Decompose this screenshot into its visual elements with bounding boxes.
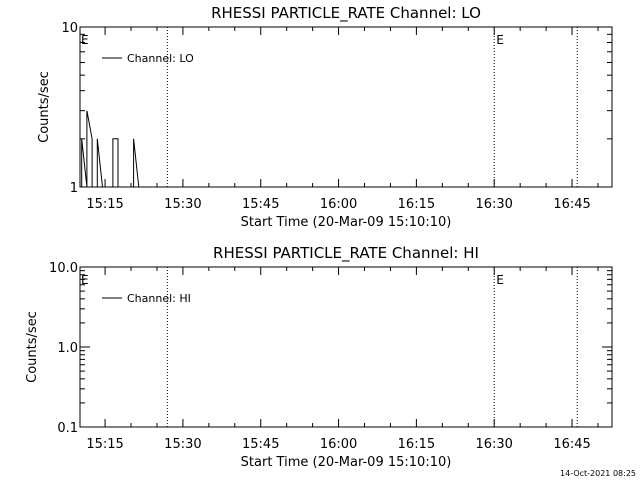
y-axis-label: Counts/sec: [37, 71, 52, 143]
x-tick-label: 16:30: [475, 197, 512, 212]
x-axis-label: Start Time (20-Mar-09 15:10:10): [241, 215, 452, 230]
x-tick-label: 16:15: [398, 437, 435, 452]
y-tick-label: 10.0: [49, 261, 78, 276]
chart-title: RHESSI PARTICLE_RATE Channel: HI: [213, 244, 479, 263]
x-tick-label: 16:15: [398, 197, 435, 212]
start-marker-label: E: [81, 273, 89, 287]
x-tick-label: 15:15: [86, 197, 123, 212]
y-tick-label: 1.0: [57, 341, 78, 356]
chart-panel-0: RHESSI PARTICLE_RATE Channel: LO 15:15 15:…: [37, 4, 613, 230]
x-tick-label: 16:30: [475, 437, 512, 452]
x-tick-label: 16:45: [553, 437, 590, 452]
y-tick-label: 10: [61, 21, 78, 36]
event-marker-label: E: [496, 33, 504, 47]
legend-label: Channel: LO: [127, 52, 194, 65]
y-tick-label: 1: [70, 181, 78, 196]
x-tick-label: 16:00: [320, 437, 357, 452]
x-axis-label: Start Time (20-Mar-09 15:10:10): [241, 455, 452, 470]
plot-frame: [79, 266, 613, 428]
start-marker-label: E: [81, 33, 89, 47]
legend-label: Channel: HI: [127, 292, 191, 305]
chart-panel-1: RHESSI PARTICLE_RATE Channel: HI 15:15 15:…: [25, 244, 613, 470]
x-tick-label: 15:30: [164, 197, 201, 212]
x-tick-label: 16:00: [320, 197, 357, 212]
x-tick-label: 15:15: [86, 437, 123, 452]
x-tick-label: 15:45: [242, 437, 279, 452]
y-tick-label: 0.1: [57, 421, 78, 436]
y-axis-label: Counts/sec: [25, 311, 40, 383]
x-tick-label: 15:45: [242, 197, 279, 212]
x-tick-label: 16:45: [553, 197, 590, 212]
plot-frame: [79, 26, 613, 188]
chart-title: RHESSI PARTICLE_RATE Channel: LO: [211, 4, 481, 23]
series-line-0: [81, 110, 140, 188]
event-marker-label: E: [496, 273, 504, 287]
x-tick-label: 15:30: [164, 437, 201, 452]
footer-timestamp: 14-Oct-2021 08:25: [560, 469, 636, 478]
